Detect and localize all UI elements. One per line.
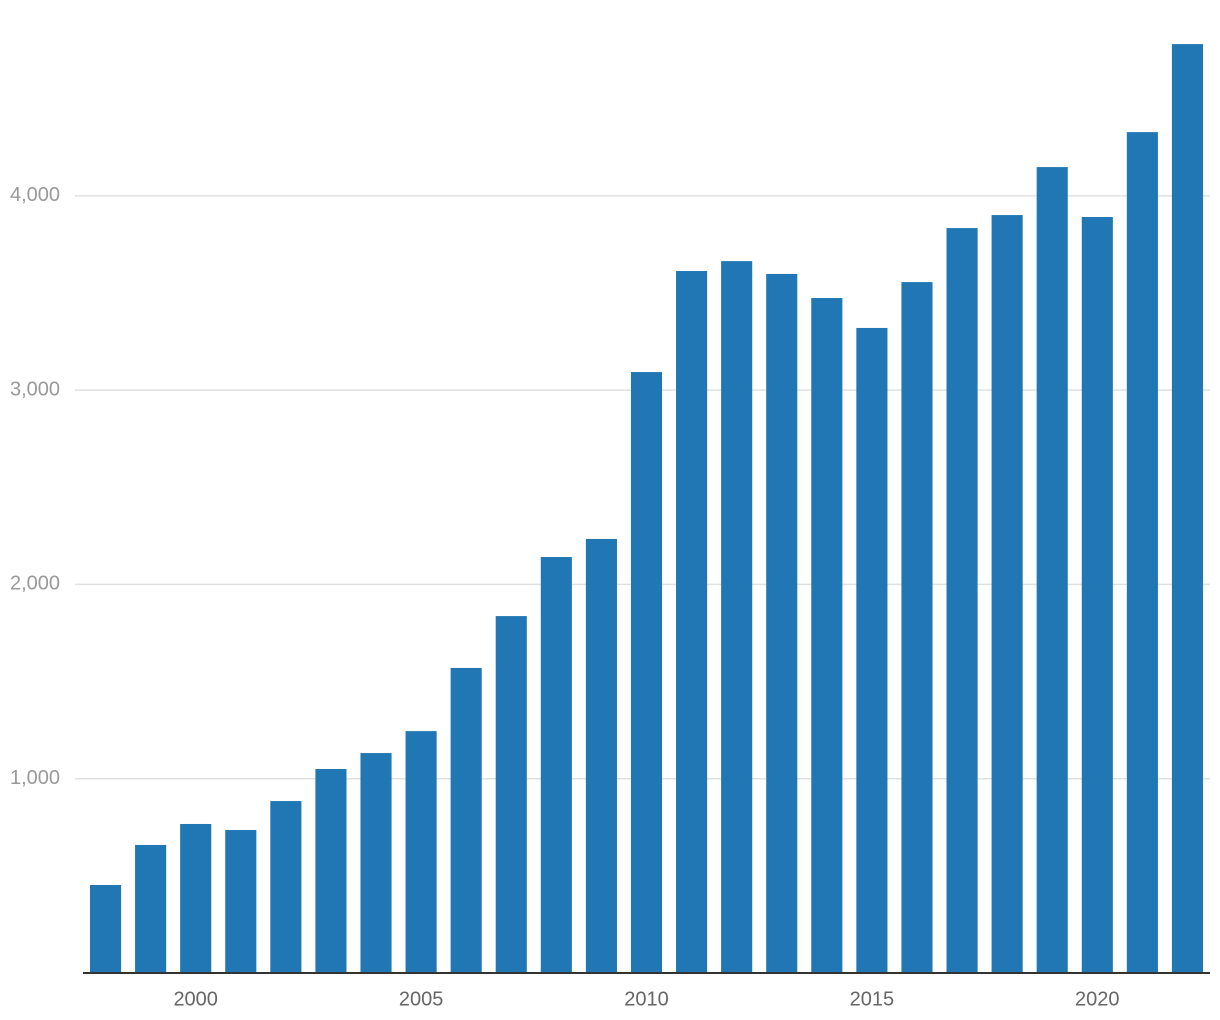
- bar: [540, 557, 572, 973]
- bar: [856, 327, 888, 973]
- bar: [946, 228, 978, 973]
- bar: [89, 884, 122, 973]
- bar: [766, 273, 798, 973]
- x-tick-label: 2020: [1075, 988, 1120, 1010]
- x-tick-label: 2005: [399, 988, 444, 1010]
- x-tick-label: 2010: [624, 988, 669, 1010]
- y-tick-label: 2,000: [10, 573, 60, 595]
- y-tick-label: 4,000: [10, 184, 60, 206]
- bar: [991, 215, 1023, 973]
- bar: [180, 823, 212, 973]
- bar: [405, 731, 437, 973]
- bar: [225, 830, 257, 973]
- bar: [315, 768, 347, 973]
- bar: [1126, 132, 1158, 974]
- bar: [495, 616, 527, 973]
- bar: [135, 844, 167, 973]
- bar: [1036, 167, 1068, 973]
- bar: [811, 298, 843, 973]
- bar: [450, 667, 482, 973]
- bar: [585, 538, 617, 973]
- bar: [1081, 217, 1113, 974]
- x-tick-label: 2000: [173, 988, 218, 1010]
- bar: [901, 282, 933, 973]
- bar: [360, 753, 392, 973]
- bar: [1171, 44, 1204, 973]
- bar: [676, 271, 708, 974]
- bar: [270, 801, 302, 973]
- x-tick-label: 2015: [850, 988, 895, 1010]
- y-tick-label: 1,000: [10, 767, 60, 789]
- y-tick-label: 3,000: [10, 378, 60, 400]
- bar: [721, 261, 753, 973]
- bar: [630, 372, 663, 973]
